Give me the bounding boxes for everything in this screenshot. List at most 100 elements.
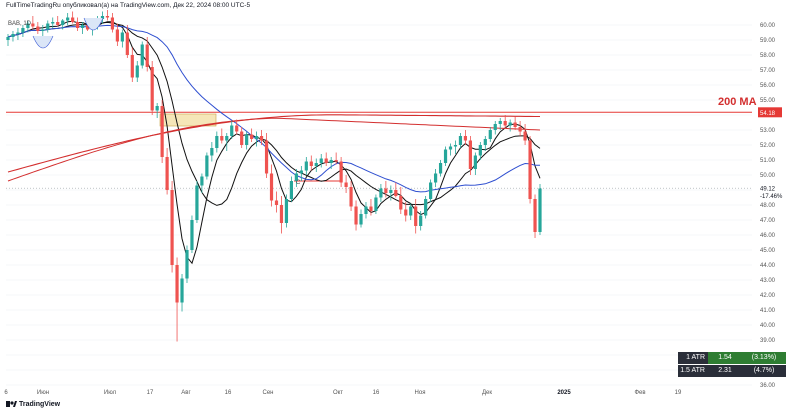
candle xyxy=(523,124,527,145)
candle xyxy=(259,130,264,145)
candle xyxy=(483,136,487,151)
candle-body xyxy=(304,161,308,171)
y-tick-label: 42.00 xyxy=(760,293,776,299)
candle-body xyxy=(165,157,169,190)
y-tick-label: 60.00 xyxy=(760,23,776,29)
candle-body xyxy=(190,220,194,250)
y-tick-label: 57.00 xyxy=(760,68,776,74)
x-tick-label: 6 xyxy=(4,390,8,396)
atr-percent: (3.13%) xyxy=(742,352,786,364)
candle-body xyxy=(518,127,522,132)
candle-body xyxy=(80,25,85,28)
candle xyxy=(369,199,373,216)
ma-100-line xyxy=(7,117,541,182)
candle xyxy=(508,119,512,132)
candle-body xyxy=(155,106,159,111)
candle-body xyxy=(488,130,492,139)
candle-body xyxy=(478,145,482,156)
consolidation-zone xyxy=(159,113,217,127)
candle-body xyxy=(339,161,343,183)
candle-body xyxy=(498,121,502,124)
ma-medium-line xyxy=(7,21,541,206)
candle xyxy=(284,194,289,228)
candle xyxy=(264,133,269,178)
atr-label: 1 ATR xyxy=(678,352,708,364)
candle xyxy=(468,136,472,175)
candle xyxy=(309,155,313,171)
candle xyxy=(374,194,378,214)
candle xyxy=(299,166,303,181)
x-tick-label: 16 xyxy=(225,390,232,396)
candle xyxy=(41,25,45,37)
candle xyxy=(463,130,468,145)
candle xyxy=(538,184,542,235)
candle xyxy=(66,13,70,25)
candle xyxy=(364,202,368,219)
candle-body xyxy=(215,136,219,148)
candle-body xyxy=(508,122,512,126)
atr-row-1: 1 ATR 1.54 (3.13%) xyxy=(678,352,786,364)
candle xyxy=(394,182,398,198)
candle-body xyxy=(319,158,323,163)
header-title: FullTimeTradingRu опубликовал(а) на Trad… xyxy=(6,2,251,9)
tradingview-brand: TradingView xyxy=(19,401,61,408)
x-tick-label: Фев xyxy=(634,390,645,396)
candle-body xyxy=(433,173,438,183)
y-tick-label: 43.00 xyxy=(760,278,776,284)
candle xyxy=(399,187,403,214)
candle-body xyxy=(374,197,378,211)
candle xyxy=(359,209,363,228)
candle xyxy=(478,142,482,160)
candle xyxy=(458,133,463,148)
candle-body xyxy=(299,170,303,174)
y-tick-label: 59.00 xyxy=(760,38,776,44)
candle-body xyxy=(160,106,164,157)
candle-body xyxy=(503,121,507,126)
candle-body xyxy=(274,200,279,205)
last-price-badge: 49.12 xyxy=(760,187,776,193)
last-price-badge-bg xyxy=(758,183,782,194)
level-marker: C xyxy=(296,180,301,186)
candle xyxy=(389,185,393,201)
candle-body xyxy=(453,145,458,147)
candle-body xyxy=(61,20,65,25)
candle xyxy=(16,28,20,40)
candle-body xyxy=(463,136,468,141)
candle xyxy=(165,148,169,195)
ma-200-price-badge: 54.18 xyxy=(760,111,776,117)
candle-body xyxy=(394,190,398,196)
candle xyxy=(438,160,443,177)
candle-body xyxy=(185,250,189,279)
candle xyxy=(344,175,348,193)
candle-body xyxy=(483,139,487,145)
atr-row-2: 1.5 ATR 2.31 (4.7%) xyxy=(678,365,786,377)
candle-body xyxy=(225,136,229,141)
atr-percent: (4.7%) xyxy=(742,365,786,377)
candle xyxy=(140,41,144,69)
ma-blue-line xyxy=(7,24,540,193)
candle-body xyxy=(6,37,10,40)
candle xyxy=(254,131,259,147)
candle xyxy=(414,199,418,234)
candle xyxy=(349,181,353,211)
x-tick-label: Авг xyxy=(181,390,191,396)
candle-body xyxy=(384,188,388,193)
pattern-arc xyxy=(32,35,54,49)
candle-body xyxy=(51,22,55,24)
candle-body xyxy=(100,16,105,19)
candle-body xyxy=(314,163,318,166)
candle-body xyxy=(76,22,80,28)
candle xyxy=(319,154,323,168)
candle-body xyxy=(399,196,403,210)
candle xyxy=(225,133,229,151)
candle-body xyxy=(523,131,527,141)
candle-body xyxy=(46,23,50,30)
ma-200-price-badge-bg xyxy=(758,107,782,118)
y-tick-label: 44.00 xyxy=(760,263,776,269)
candle xyxy=(429,179,433,202)
candle-body xyxy=(11,34,15,37)
time-axis: 6 Июн Июл 17 Авг 16 Сен Окт 16 Ноя Дек 2025 Фев 19 xyxy=(4,390,682,396)
candle-body xyxy=(254,136,259,139)
grid xyxy=(6,24,752,386)
candle-body xyxy=(493,124,497,130)
